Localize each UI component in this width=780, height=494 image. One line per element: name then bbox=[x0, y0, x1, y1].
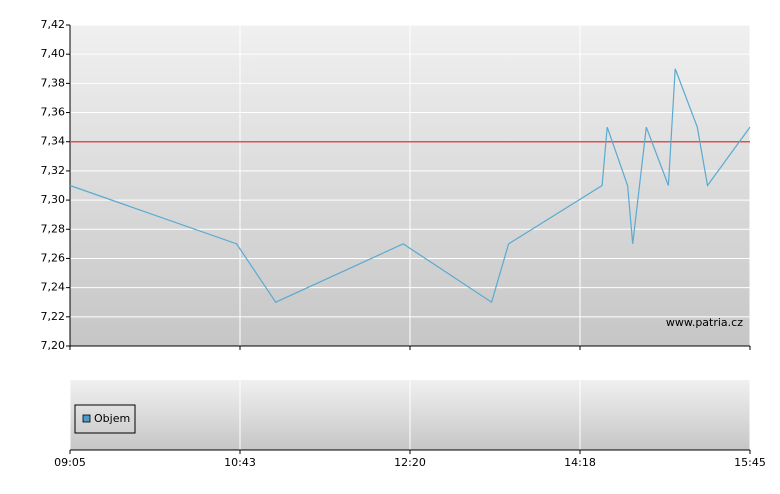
watermark: www.patria.cz bbox=[666, 316, 743, 329]
y-tick-label: 7,40 bbox=[41, 47, 66, 60]
y-tick-label: 7,28 bbox=[41, 222, 66, 235]
y-tick-label: 7,38 bbox=[41, 76, 66, 89]
y-tick-label: 7,32 bbox=[41, 164, 66, 177]
x-tick-label: 12:20 bbox=[394, 456, 426, 469]
y-tick-label: 7,30 bbox=[41, 193, 66, 206]
x-tick-label: 14:18 bbox=[564, 456, 596, 469]
legend-swatch bbox=[82, 414, 91, 423]
legend-box bbox=[74, 404, 136, 434]
y-tick-label: 7,26 bbox=[41, 251, 66, 264]
y-tick-label: 7,36 bbox=[41, 106, 66, 119]
price-line bbox=[69, 68, 751, 304]
x-tick-label: 10:43 bbox=[224, 456, 256, 469]
legend-label: Objem bbox=[94, 412, 130, 425]
y-tick-label: 7,42 bbox=[41, 18, 66, 31]
y-tick-label: 7,20 bbox=[41, 339, 66, 352]
x-tick-label: 15:45 bbox=[734, 456, 766, 469]
x-tick-label: 09:05 bbox=[54, 456, 86, 469]
y-tick-label: 7,24 bbox=[41, 281, 66, 294]
y-tick-label: 7,22 bbox=[41, 310, 66, 323]
y-tick-label: 7,34 bbox=[41, 135, 66, 148]
